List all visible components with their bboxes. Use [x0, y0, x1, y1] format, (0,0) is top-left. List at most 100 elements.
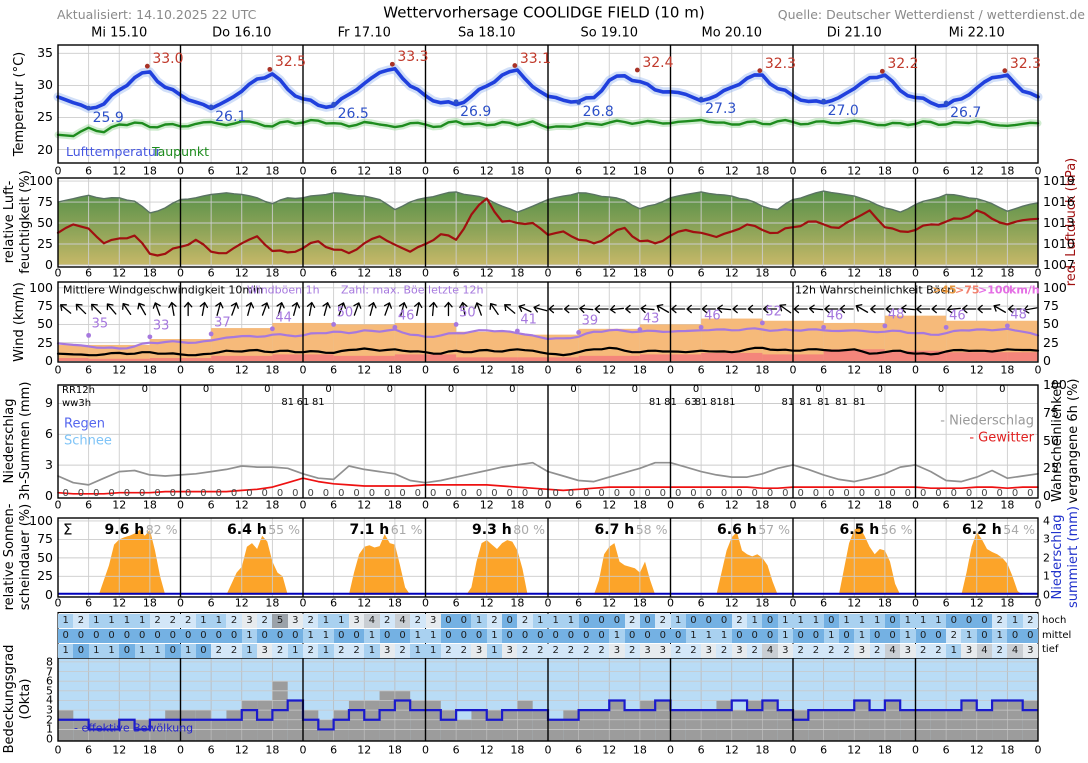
daily-min-label: 26.7 — [950, 105, 982, 122]
hour-tick: 0 — [299, 743, 307, 756]
rain-3h-value: 0 — [812, 488, 820, 499]
hour-tick: 0 — [667, 266, 674, 280]
cloud-cell-hoch: 1 — [532, 613, 548, 628]
ww3h-code: 81 — [664, 397, 677, 408]
hour-tick: 0 — [54, 596, 62, 610]
cum-precip-tick: 1 — [1043, 569, 1050, 583]
cloud-cell-mittel: 0 — [195, 628, 212, 643]
cloud-cell-tief: 2 — [869, 643, 885, 658]
rain-3h-value: 0 — [139, 488, 146, 499]
rain-3h-value: 0 — [491, 488, 498, 499]
wind-prob-tick: 25 — [1043, 334, 1059, 350]
precip-prob-tick: 75 — [1043, 404, 1059, 420]
cloud-cell-tief: 2 — [394, 643, 411, 658]
rr12h-value: 0 — [264, 384, 271, 395]
hour-tick: 12 — [724, 164, 739, 178]
sunshine-percent-value: 55 % — [268, 521, 300, 537]
sunshine-hours-value: 6.7 h — [594, 522, 635, 538]
day-label: Mi 15.10 — [91, 25, 148, 41]
rain-3h-value: 0 — [154, 488, 161, 499]
hour-tick: 6 — [942, 498, 950, 512]
daily-max-label: 32.4 — [642, 55, 674, 71]
cloud-cell-tief: 2 — [563, 643, 579, 658]
hour-tick: 6 — [207, 596, 215, 610]
temp-tick: 35 — [37, 45, 53, 61]
cloud-cell-hoch: 1 — [793, 613, 809, 628]
daily-min-label: 26.9 — [460, 103, 492, 120]
rain-3h-value: 0 — [123, 488, 131, 499]
hour-tick: 0 — [789, 498, 797, 512]
rain-3h-value: 0 — [659, 488, 667, 499]
cloud-cell-hoch: 0 — [685, 613, 702, 628]
cloud-cell-hoch: 2 — [655, 613, 671, 628]
cloud-cell-tief: 2 — [747, 643, 763, 658]
hour-tick: 18 — [755, 498, 770, 512]
rain-3h-value: 0 — [644, 488, 651, 499]
gust-max-label: 44 — [275, 310, 292, 326]
hour-tick: 18 — [265, 743, 280, 756]
hour-tick: 0 — [422, 363, 429, 376]
cloud-cell-hoch: 3 — [287, 613, 303, 628]
rain-3h-value: 0 — [475, 488, 483, 499]
cloud-row-label-tief: tief — [1042, 644, 1059, 655]
hour-tick: 12 — [357, 266, 372, 280]
hour-tick: 0 — [299, 596, 307, 610]
hour-tick: 12 — [847, 596, 862, 610]
okta-tick: 0 — [46, 732, 53, 746]
cloud-cell-tief: 3 — [609, 643, 625, 658]
okta-tick: 2 — [46, 713, 53, 727]
ww3h-code: 81 — [722, 397, 736, 408]
rain-3h-value: 0 — [1027, 488, 1034, 499]
cloud-cell-tief: 2 — [716, 643, 732, 658]
cloud-cell-mittel: 0 — [930, 628, 947, 643]
cloud-cell-mittel: 2 — [946, 628, 962, 643]
hour-tick: 18 — [265, 498, 280, 512]
day-label: Mi 22.10 — [948, 25, 1005, 41]
hour-tick: 12 — [847, 363, 862, 376]
cloud-cell-mittel: 1 — [425, 628, 441, 643]
rr12h-value: 0 — [325, 384, 332, 395]
daily-max-label: 32.3 — [1009, 55, 1041, 72]
rain-3h-value: 0 — [629, 488, 636, 499]
hour-tick: 18 — [1000, 363, 1015, 376]
hour-tick: 0 — [789, 363, 797, 376]
cloud-cell-tief: 2 — [348, 643, 365, 658]
hour-tick: 12 — [234, 164, 249, 178]
axis-label-okta: Bedeckungsgrad (Okta) — [1, 644, 33, 754]
cloud-cell-tief: 0 — [195, 643, 212, 658]
rain-3h-value: 0 — [246, 488, 253, 499]
rain-3h-value: 0 — [307, 488, 314, 499]
hour-tick: 18 — [755, 363, 770, 376]
daily-min-label: 27.3 — [705, 101, 737, 118]
rr12h-value: 0 — [386, 384, 393, 395]
label-ww3h: ww3h — [62, 398, 92, 409]
hour-tick: 12 — [724, 498, 739, 512]
rain-3h-value: 0 — [414, 488, 422, 499]
hour-tick: 18 — [142, 266, 157, 280]
cloud-cell-hoch: 0 — [502, 613, 518, 628]
day-label: Sa 18.10 — [457, 25, 516, 41]
precip-prob-tick: 0 — [1043, 487, 1051, 503]
hour-tick: 12 — [969, 743, 984, 756]
cloud-cell-hoch: 1 — [471, 613, 487, 628]
cloud-cell-tief: 0 — [73, 643, 89, 658]
hour-tick: 6 — [452, 596, 460, 610]
rain-3h-value: 0 — [996, 488, 1003, 499]
hour-tick: 18 — [632, 363, 647, 376]
cloud-cell-hoch: 1 — [1007, 613, 1023, 628]
rain-3h-value: 0 — [889, 488, 896, 499]
rr12h-value: 0 — [937, 384, 945, 395]
rain-3h-value: 0 — [521, 488, 529, 499]
hour-tick: 18 — [510, 363, 525, 376]
cloud-cell-hoch: 0 — [701, 613, 717, 628]
cloud-cell-mittel: 0 — [333, 628, 349, 643]
hour-tick: 0 — [912, 743, 919, 756]
gust-max-label: 46 — [826, 308, 844, 324]
hour-tick: 18 — [265, 266, 280, 280]
rain-3h-value: 0 — [169, 488, 177, 499]
wind-tick: 100 — [29, 279, 53, 295]
cloud-cell-hoch: 1 — [88, 613, 104, 628]
hour-tick: 18 — [1000, 596, 1015, 610]
cloud-cell-mittel: 0 — [88, 628, 104, 643]
hour-tick: 6 — [820, 743, 828, 756]
